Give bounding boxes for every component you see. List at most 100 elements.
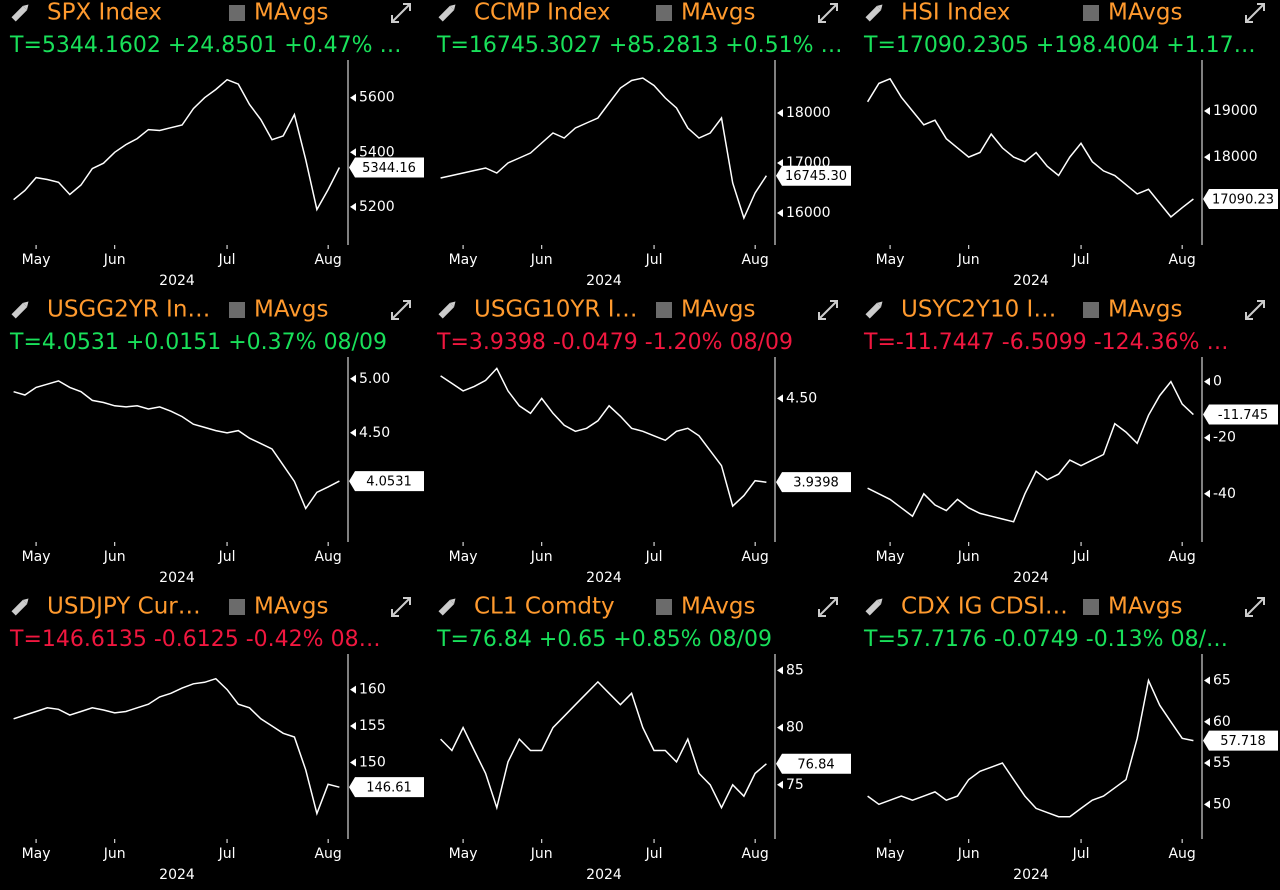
chart-title: HSI Index [901,0,1010,26]
y-tick-label: 19000 [1213,103,1258,119]
y-tick-mark [1204,676,1210,685]
x-axis-label: 2024 [1013,570,1049,586]
edit-icon[interactable] [438,299,458,319]
y-tick-mark [1204,107,1210,116]
y-tick-label: 5600 [359,90,395,106]
x-tick-label: Aug [741,252,768,268]
mavgs-checkbox[interactable] [229,599,245,615]
edit-icon[interactable] [438,2,458,22]
mavgs-checkbox[interactable] [656,5,672,21]
y-tick-label: 80 [786,720,804,736]
y-tick-label: 85 [786,662,804,678]
x-tick-label: Jul [645,252,663,268]
mavgs-label: MAvgs [681,594,755,620]
expand-icon[interactable] [1245,300,1265,320]
edit-icon[interactable] [11,2,31,22]
y-tick-mark [1204,800,1210,809]
expand-icon-arrow [818,3,838,23]
last-value-box [776,753,851,774]
quote-line: T=17090.2305 +198.4004 +1.17… [863,33,1256,58]
x-tick-label: Aug [314,252,341,268]
price-line [867,678,1194,818]
edit-icon[interactable] [865,299,885,319]
y-tick-label: 50 [1213,796,1231,812]
price-line [440,367,767,508]
expand-icon-arrow [391,3,411,23]
edit-icon-tip [449,301,456,308]
y-tick-mark [1204,759,1210,768]
y-tick-label: 18000 [786,105,831,121]
y-tick-mark [350,148,356,157]
y-tick-label: 150 [359,754,386,770]
edit-icon[interactable] [865,2,885,22]
expand-icon[interactable] [1245,597,1265,617]
last-value-box [776,472,851,493]
x-tick-label: Jun [957,252,980,268]
edit-icon[interactable] [11,596,31,616]
edit-icon[interactable] [865,596,885,616]
y-tick-label: 16000 [786,205,831,221]
expand-icon-arrow [818,597,838,617]
last-value-label: 146.61 [366,781,412,796]
y-tick-label: 60 [1213,714,1231,730]
edit-icon-body [11,302,28,319]
last-value-box [1203,730,1278,751]
expand-icon[interactable] [391,597,411,617]
x-tick-label: Jun [957,549,980,565]
mavgs-checkbox[interactable] [229,5,245,21]
y-tick-mark [777,159,783,167]
expand-icon[interactable] [391,3,411,23]
expand-icon-arrow [1245,3,1265,23]
x-axis-label: 2024 [586,273,622,289]
expand-icon[interactable] [1245,3,1265,23]
x-tick-label: May [876,252,905,268]
x-axis-label: 2024 [1013,273,1049,289]
x-tick-label: Jul [218,252,236,268]
quote-line: T=76.84 +0.65 +0.85% 08/09 [436,627,772,652]
mavgs-checkbox[interactable] [656,302,672,318]
y-tick-mark [350,93,356,102]
edit-icon[interactable] [11,299,31,319]
mavgs-checkbox[interactable] [1083,599,1099,615]
expand-icon-arrow [1245,597,1265,617]
edit-icon[interactable] [438,596,458,616]
chart-panel: USYC2Y10 I… MAvgs T=-11.7447 -6.5099 -124.… [863,297,1278,586]
x-axis-label: 2024 [586,867,622,883]
y-tick-mark [350,685,356,694]
price-line [13,380,340,511]
y-tick-label: 160 [359,682,386,698]
price-line [440,77,768,221]
chart-title: CDX IG CDSI… [901,594,1068,620]
x-tick-label: Jun [530,252,553,268]
chart-panel: HSI Index MAvgs T=17090.2305 +198.4004 +1.… [863,0,1278,289]
quote-line: T=16745.3027 +85.2813 +0.51% … [436,33,843,58]
mavgs-checkbox[interactable] [229,302,245,318]
edit-icon-body [11,5,28,22]
expand-icon[interactable] [391,300,411,320]
chart-panel: USGG10YR I… MAvgs T=3.9398 -0.0479 -1.20% … [436,297,851,586]
x-tick-label: Jun [103,846,126,862]
expand-icon[interactable] [818,597,838,617]
x-tick-label: May [876,846,905,862]
x-tick-label: May [449,846,478,862]
x-tick-label: Jul [218,846,236,862]
y-tick-label: 0 [1213,374,1222,390]
mavgs-checkbox[interactable] [1083,302,1099,318]
mavgs-checkbox[interactable] [1083,5,1099,21]
y-tick-label: 55 [1213,755,1231,771]
expand-icon[interactable] [818,3,838,23]
x-tick-label: May [22,846,51,862]
x-tick-label: Aug [314,846,341,862]
edit-icon-tip [22,301,29,308]
x-tick-label: Jun [103,549,126,565]
expand-icon[interactable] [818,300,838,320]
last-value-label: 76.84 [797,757,834,772]
quote-line: T=5344.1602 +24.8501 +0.47% … [9,33,402,58]
quote-line: T=57.7176 -0.0749 -0.13% 08/… [863,627,1228,652]
chart-title: CL1 Comdty [474,594,615,620]
x-axis-label: 2024 [159,867,195,883]
last-value-box [349,157,424,178]
last-value-label: 3.9398 [793,476,839,491]
mavgs-checkbox[interactable] [656,599,672,615]
